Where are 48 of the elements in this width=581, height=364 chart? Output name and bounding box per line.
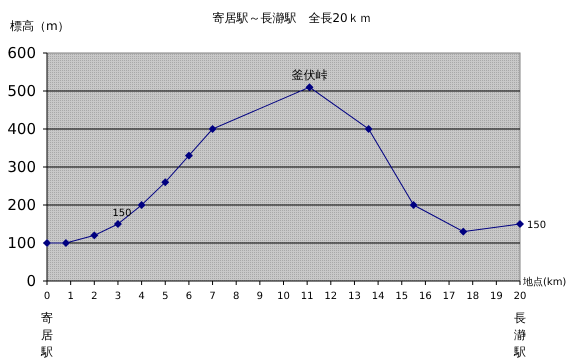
chart-title: 寄居駅～長瀞駅 全長20ｋｍ (212, 11, 372, 25)
x-tick-label: 6 (186, 291, 192, 302)
x-tick-label: 19 (490, 291, 503, 302)
x-tick-label: 13 (348, 291, 361, 302)
x-tick-label: 9 (256, 291, 264, 302)
point (306, 83, 314, 92)
x-tick-label: 3 (114, 291, 122, 302)
x-tick-label: 17 (442, 291, 456, 302)
x-tick-label: 18 (466, 291, 480, 302)
y-tick-label: 200 (7, 196, 36, 214)
text: 寄居駅 (40, 311, 53, 359)
annotation: 釜伏峠 (292, 68, 328, 82)
x-tick-label: 15 (395, 291, 408, 302)
data-label: 150 (112, 208, 132, 219)
x-tick-label: 10 (277, 291, 290, 302)
x-tick-label: 7 (209, 291, 216, 302)
x-axis-title: 地点(km) (522, 276, 566, 288)
y-tick-label: 600 (7, 44, 36, 62)
data-label: 150 (527, 220, 546, 231)
y-tick-label: 100 (7, 234, 36, 252)
x-tick-label: 1 (67, 291, 74, 302)
point (516, 220, 524, 228)
y-tick-label: 300 (7, 158, 36, 176)
y-tick-label: 400 (7, 120, 36, 138)
y-tick-label: 500 (7, 82, 36, 100)
point (184, 152, 193, 160)
point (161, 178, 170, 186)
x-tick-label: 0 (44, 291, 50, 302)
point (90, 231, 98, 240)
x-tick-label: 16 (419, 291, 432, 302)
point (138, 201, 146, 209)
x-tick-label: 8 (233, 291, 240, 302)
x-tick-label: 2 (91, 291, 98, 302)
point (208, 125, 217, 133)
x-tick-label: 14 (372, 291, 384, 302)
x-tick-label: 20 (514, 291, 526, 302)
y-tick-label: 0 (26, 272, 36, 290)
point (364, 125, 373, 133)
text: 長瀞駅 (513, 311, 526, 359)
point (459, 228, 468, 236)
x-tick-label: 11 (300, 291, 314, 302)
x-tick-label: 12 (324, 291, 338, 302)
y-axis-title: 標高（m） (10, 19, 70, 33)
x-tick-label: 5 (162, 291, 168, 302)
point (114, 220, 122, 228)
x-tick-label: 4 (138, 291, 145, 302)
point (62, 239, 70, 247)
point (410, 201, 418, 209)
